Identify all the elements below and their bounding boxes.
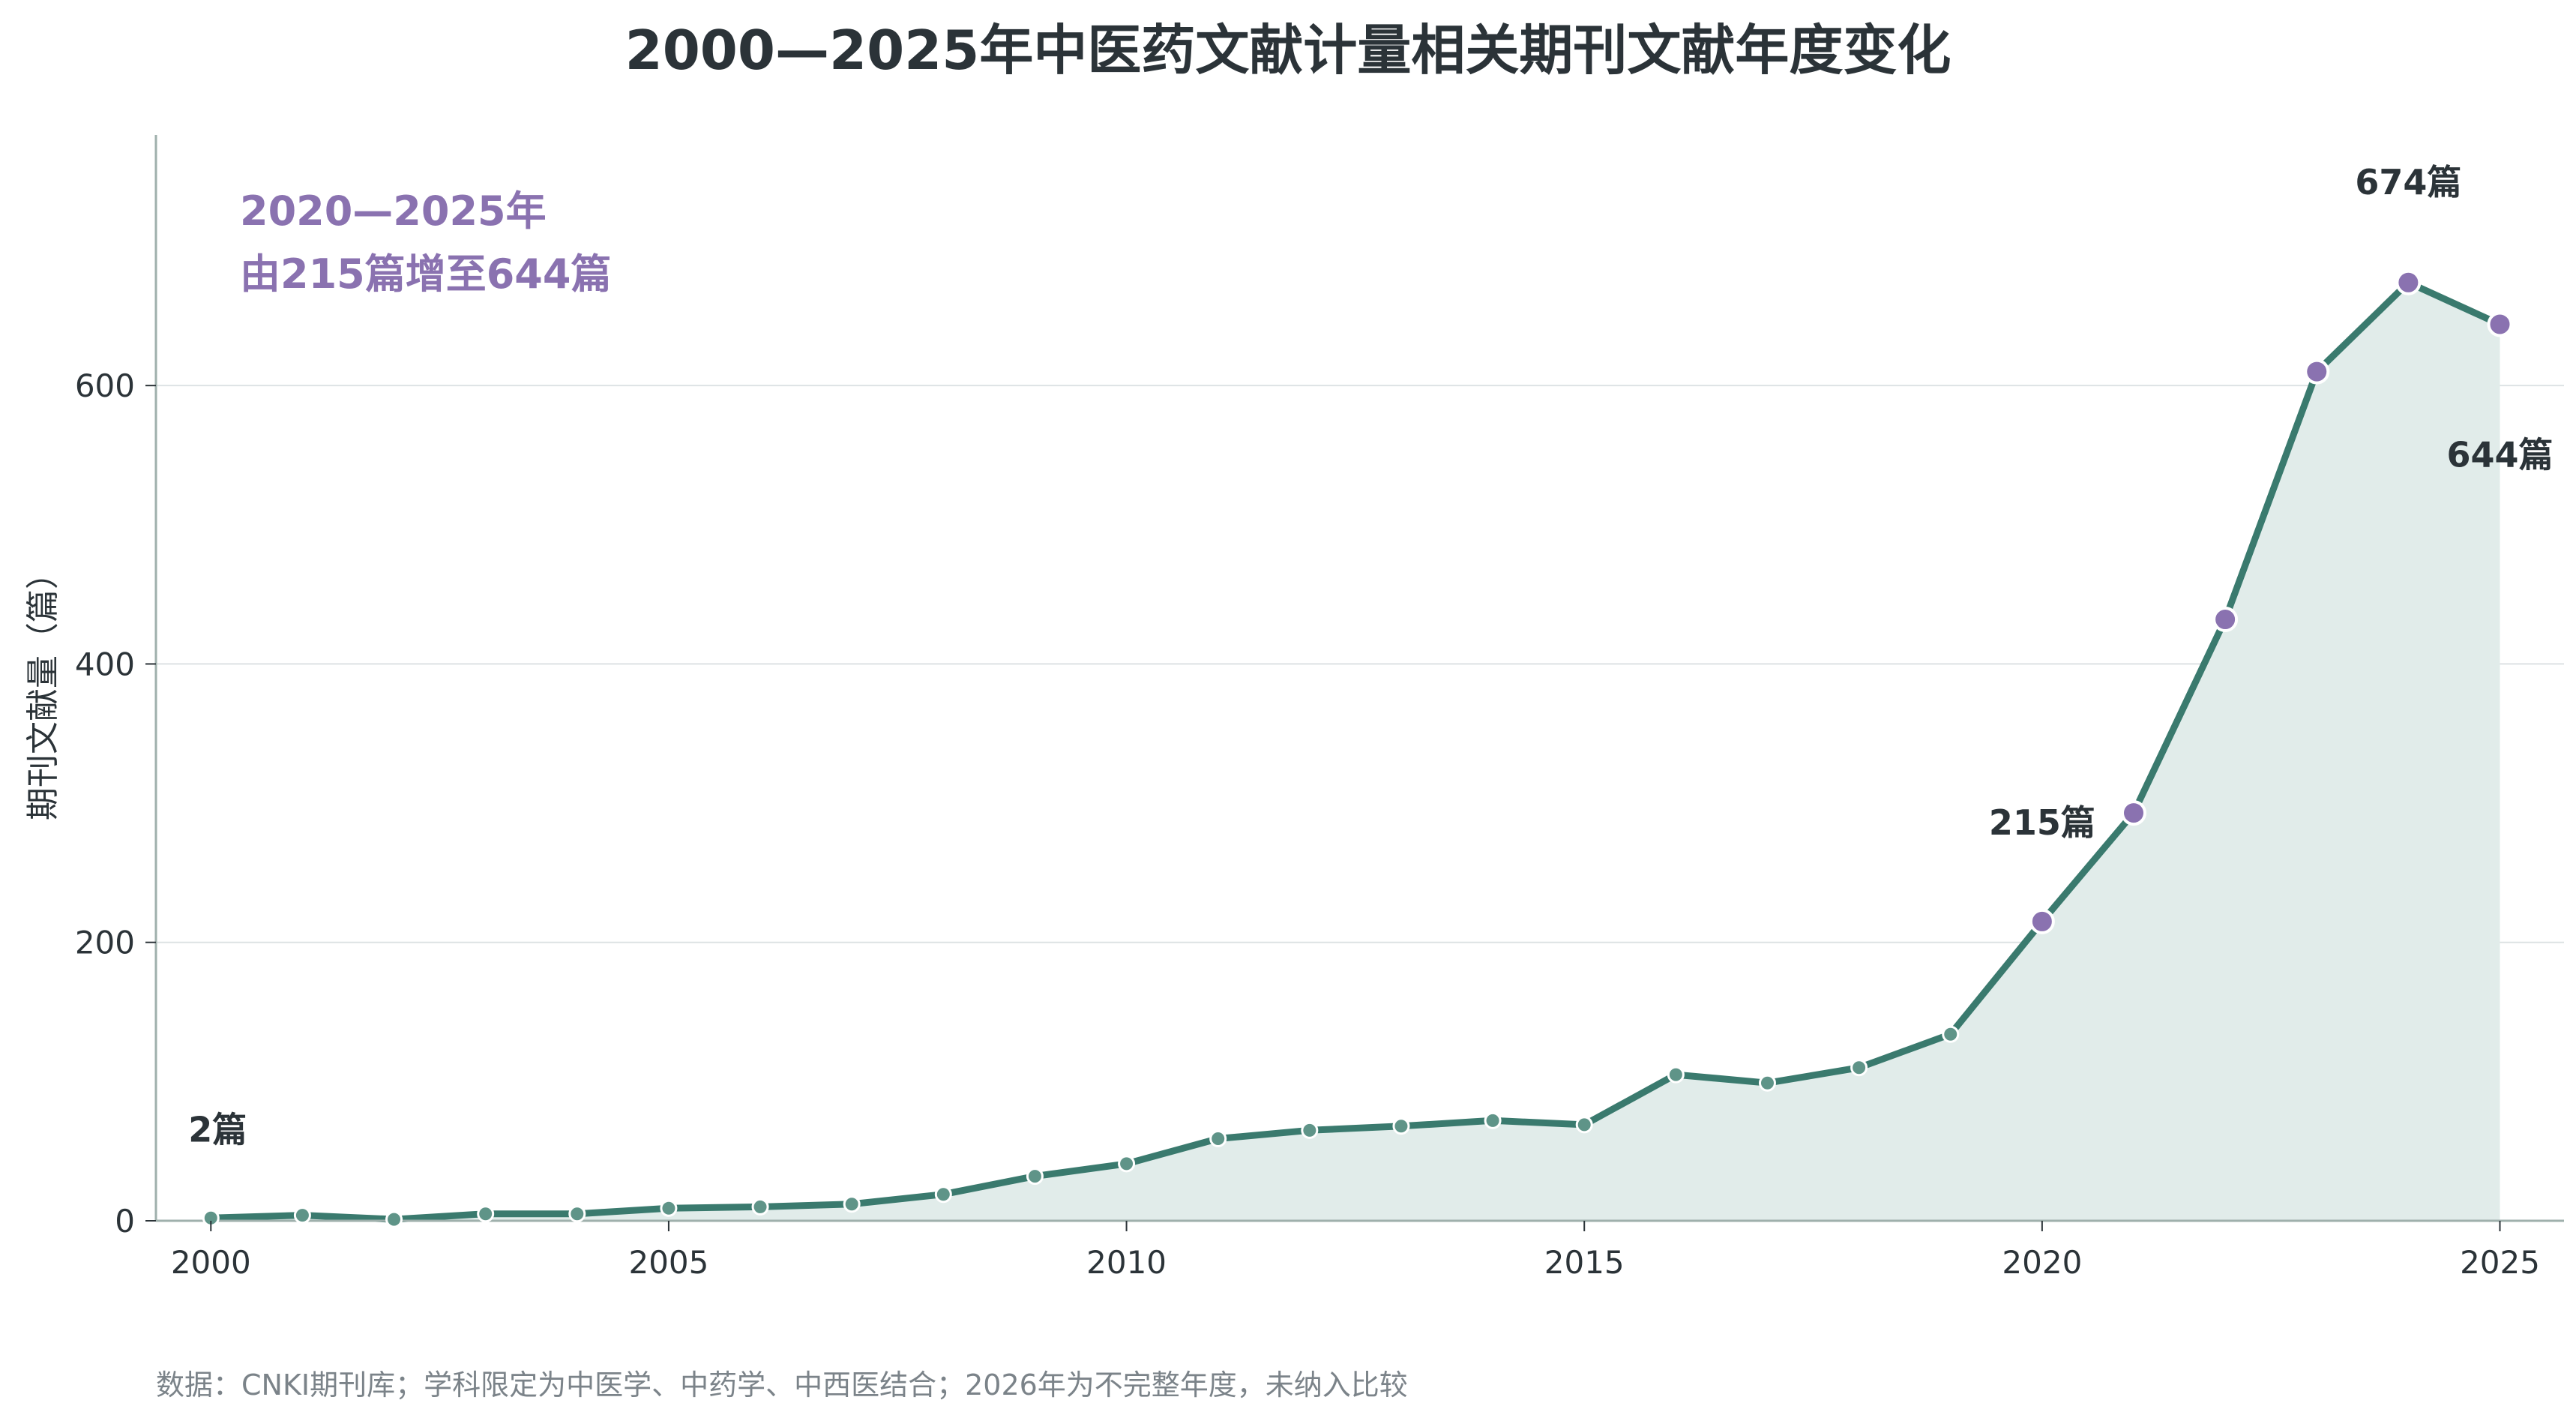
x-tick-labels: 2000 2005 2010 2015 2020 2025 [171, 1221, 2540, 1281]
x-tick-label: 2010 [1086, 1244, 1167, 1281]
data-point-2015 [1575, 1116, 1593, 1134]
data-point-2014 [1484, 1111, 1502, 1129]
data-point-2018 [1850, 1059, 1868, 1077]
callout-line-1: 2020—2025年 [240, 187, 547, 235]
data-point-2021 [2120, 800, 2146, 826]
data-point-2017 [1758, 1074, 1776, 1092]
data-point-2010 [1118, 1155, 1136, 1173]
series-line [207, 279, 2503, 1223]
data-point-2004 [568, 1205, 586, 1223]
data-points [202, 269, 2513, 1228]
x-tick-label: 2015 [1544, 1244, 1625, 1281]
y-axis-label: 期刊文献量（篇） [24, 556, 62, 820]
annotation-2020: 215篇 [1989, 802, 2095, 843]
axes [154, 135, 2564, 1222]
data-point-2019 [1942, 1025, 1960, 1043]
data-point-2007 [843, 1195, 861, 1213]
y-tick-label: 400 [75, 646, 135, 682]
source-note: 数据：CNKI期刊库；学科限定为中医学、中药学、中西医结合；2026年为不完整年… [156, 1369, 1408, 1402]
data-point-2025 [2487, 311, 2513, 337]
data-point-2006 [751, 1198, 769, 1216]
data-point-2001 [293, 1207, 311, 1225]
annotation-2000: 2篇 [188, 1109, 247, 1150]
data-point-2016 [1667, 1066, 1685, 1084]
chart-title: 2000—2025年中医药文献计量相关期刊文献年度变化 [625, 19, 1951, 82]
data-point-2003 [477, 1205, 495, 1223]
data-point-2008 [934, 1186, 952, 1204]
data-point-2012 [1301, 1121, 1319, 1139]
annotation-2024: 674篇 [2355, 162, 2461, 202]
x-tick-label: 2000 [171, 1244, 251, 1281]
data-point-2011 [1209, 1129, 1227, 1147]
data-point-2009 [1026, 1168, 1044, 1186]
y-tick-label: 600 [75, 367, 135, 404]
y-tick-label: 0 [115, 1203, 135, 1240]
y-tick-label: 200 [75, 925, 135, 961]
callout-line-2: 由215篇增至644篇 [240, 250, 611, 298]
data-point-2024 [2395, 269, 2422, 295]
annotation-2025: 644篇 [2446, 434, 2553, 475]
data-point-2013 [1392, 1117, 1410, 1135]
x-tick-label: 2025 [2460, 1244, 2540, 1281]
data-point-2022 [2212, 607, 2239, 633]
y-tick-labels: 0 200 400 600 [75, 367, 156, 1240]
data-point-2023 [2304, 358, 2330, 385]
x-tick-label: 2020 [2002, 1244, 2082, 1281]
annotations: 2篇 215篇 674篇 644篇 [188, 162, 2553, 1150]
area-fill [211, 282, 2500, 1221]
x-tick-label: 2005 [628, 1244, 708, 1281]
data-point-2020 [2029, 908, 2055, 934]
data-point-2002 [385, 1210, 403, 1228]
data-point-2005 [660, 1199, 678, 1217]
